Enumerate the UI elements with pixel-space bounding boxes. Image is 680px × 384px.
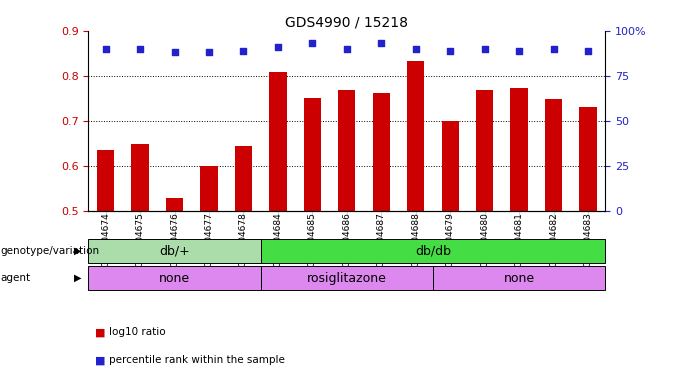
Bar — [545, 99, 562, 211]
Point — [135, 46, 146, 52]
Bar — [441, 121, 459, 211]
Bar — [373, 93, 390, 211]
Point — [307, 40, 318, 46]
Point — [203, 49, 214, 55]
Bar — [304, 98, 321, 211]
Point — [238, 48, 249, 54]
Bar — [260, 266, 433, 290]
Text: rosiglitazone: rosiglitazone — [307, 271, 387, 285]
Text: genotype/variation: genotype/variation — [1, 246, 100, 256]
Bar — [260, 239, 605, 263]
Bar — [88, 239, 260, 263]
Text: log10 ratio: log10 ratio — [109, 327, 165, 337]
Bar — [511, 88, 528, 211]
Point — [169, 49, 180, 55]
Text: ▶: ▶ — [74, 273, 82, 283]
Text: none: none — [159, 271, 190, 285]
Bar — [235, 146, 252, 211]
Text: db/db: db/db — [415, 245, 451, 258]
Point — [376, 40, 387, 46]
Text: ▶: ▶ — [74, 246, 82, 256]
Bar — [579, 108, 596, 211]
Point — [513, 48, 524, 54]
Point — [100, 46, 111, 52]
Text: ■: ■ — [95, 355, 105, 365]
Point — [583, 48, 594, 54]
Text: percentile rank within the sample: percentile rank within the sample — [109, 355, 285, 365]
Bar — [201, 166, 218, 211]
Bar — [88, 266, 260, 290]
Bar — [97, 150, 114, 211]
Point — [341, 46, 352, 52]
Point — [273, 44, 284, 50]
Point — [410, 46, 421, 52]
Point — [479, 46, 490, 52]
Bar — [166, 198, 183, 211]
Bar — [338, 90, 356, 211]
Text: none: none — [503, 271, 534, 285]
Point — [548, 46, 559, 52]
Point — [445, 48, 456, 54]
Title: GDS4990 / 15218: GDS4990 / 15218 — [286, 16, 408, 30]
Text: ■: ■ — [95, 327, 105, 337]
Text: db/+: db/+ — [159, 245, 190, 258]
Bar — [407, 61, 424, 211]
Bar — [131, 144, 149, 211]
Bar — [476, 90, 493, 211]
Bar — [433, 266, 605, 290]
Text: agent: agent — [1, 273, 31, 283]
Bar — [269, 72, 286, 211]
